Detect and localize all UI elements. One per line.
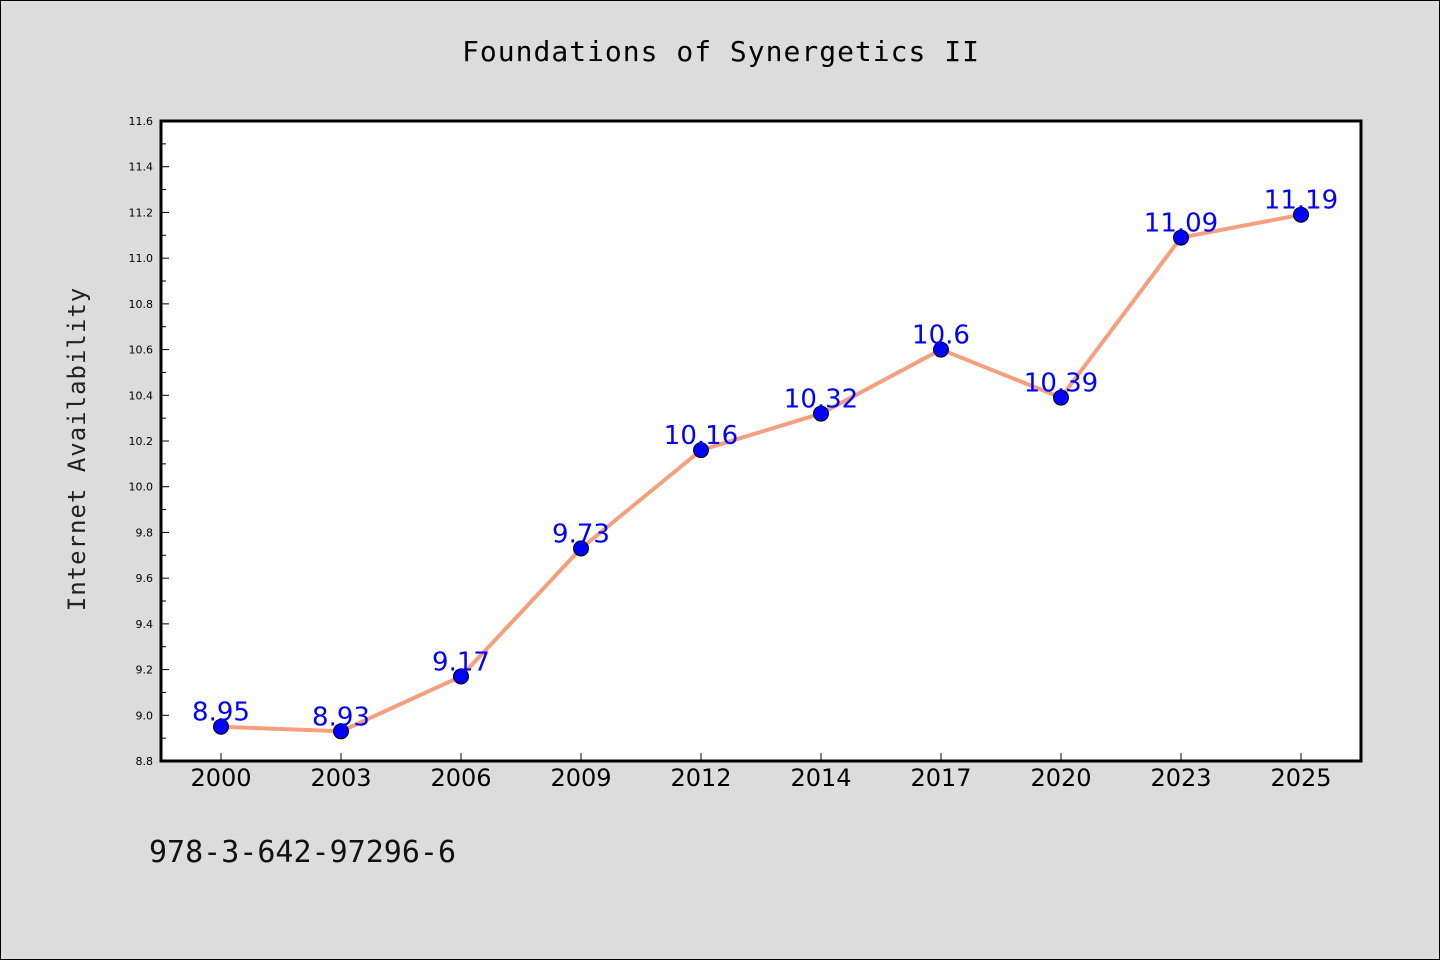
data-label: 10.32 — [784, 385, 858, 415]
y-tick-label: 9.2 — [136, 664, 154, 677]
y-tick-label: 10.8 — [129, 298, 154, 311]
y-tick-label: 9.6 — [136, 572, 154, 585]
x-tick-label: 2020 — [1030, 764, 1091, 792]
data-label: 9.73 — [552, 519, 610, 549]
x-tick-label: 2000 — [190, 764, 251, 792]
data-point — [1173, 229, 1189, 246]
y-tick-label: 9.0 — [136, 709, 154, 722]
x-tick-label: 2006 — [430, 764, 491, 792]
isbn-footnote: 978-3-642-97296-6 — [149, 835, 457, 870]
y-tick-label: 10.6 — [129, 344, 154, 357]
y-tick-label: 8.8 — [136, 755, 154, 768]
data-label: 11.19 — [1264, 186, 1338, 216]
x-tick-label: 2017 — [910, 764, 971, 792]
y-tick-label: 11.6 — [129, 115, 154, 128]
x-tick-label: 2012 — [670, 764, 731, 792]
data-label: 10.6 — [912, 321, 970, 351]
x-tick-label: 2009 — [550, 764, 611, 792]
data-label: 10.39 — [1024, 369, 1098, 399]
data-labels: 8.95 8.93 9.17 9.73 10.16 10.32 10.6 10.39 11.09… — [192, 186, 1338, 733]
data-point — [453, 668, 469, 685]
data-label: 9.17 — [432, 647, 490, 677]
x-tick-label: 2025 — [1270, 764, 1331, 792]
y-tick-label: 11.4 — [129, 161, 154, 174]
y-tick-label: 11.2 — [129, 206, 154, 219]
x-tick-label: 2003 — [310, 764, 371, 792]
y-tick-label: 9.8 — [136, 526, 154, 539]
x-tick-label: 2014 — [790, 764, 851, 792]
series-line — [219, 212, 1303, 734]
data-point — [1053, 389, 1069, 406]
chart-title: Foundations of Synergetics II — [462, 35, 980, 68]
data-point — [933, 341, 949, 358]
x-axis-ticks: 2000 2003 2006 2009 2012 2014 2017 2020 2023 2025 — [190, 753, 1332, 792]
data-label: 11.09 — [1144, 209, 1218, 239]
data-point — [333, 723, 349, 740]
plot-frame — [159, 119, 1363, 763]
y-tick-label: 10.4 — [129, 389, 154, 402]
y-tick-label: 10.0 — [129, 481, 154, 494]
data-point — [213, 718, 229, 735]
y-tick-label: 11.0 — [129, 252, 154, 265]
series-markers — [213, 206, 1309, 740]
plot-area — [161, 121, 1361, 761]
data-point — [1293, 206, 1309, 223]
data-label: 10.16 — [664, 421, 738, 451]
data-label: 8.95 — [192, 698, 250, 728]
data-point — [573, 540, 589, 557]
data-point — [693, 442, 709, 459]
data-label: 8.93 — [312, 702, 370, 732]
y-axis-ticks: 8.8 9.0 9.2 9.4 9.6 9.8 10.0 10.2 10.4 10.6 10.8 11… — [129, 115, 169, 768]
x-tick-label: 2023 — [1150, 764, 1211, 792]
data-point — [813, 405, 829, 422]
y-tick-label: 10.2 — [129, 435, 154, 448]
y-tick-label: 9.4 — [136, 618, 154, 631]
